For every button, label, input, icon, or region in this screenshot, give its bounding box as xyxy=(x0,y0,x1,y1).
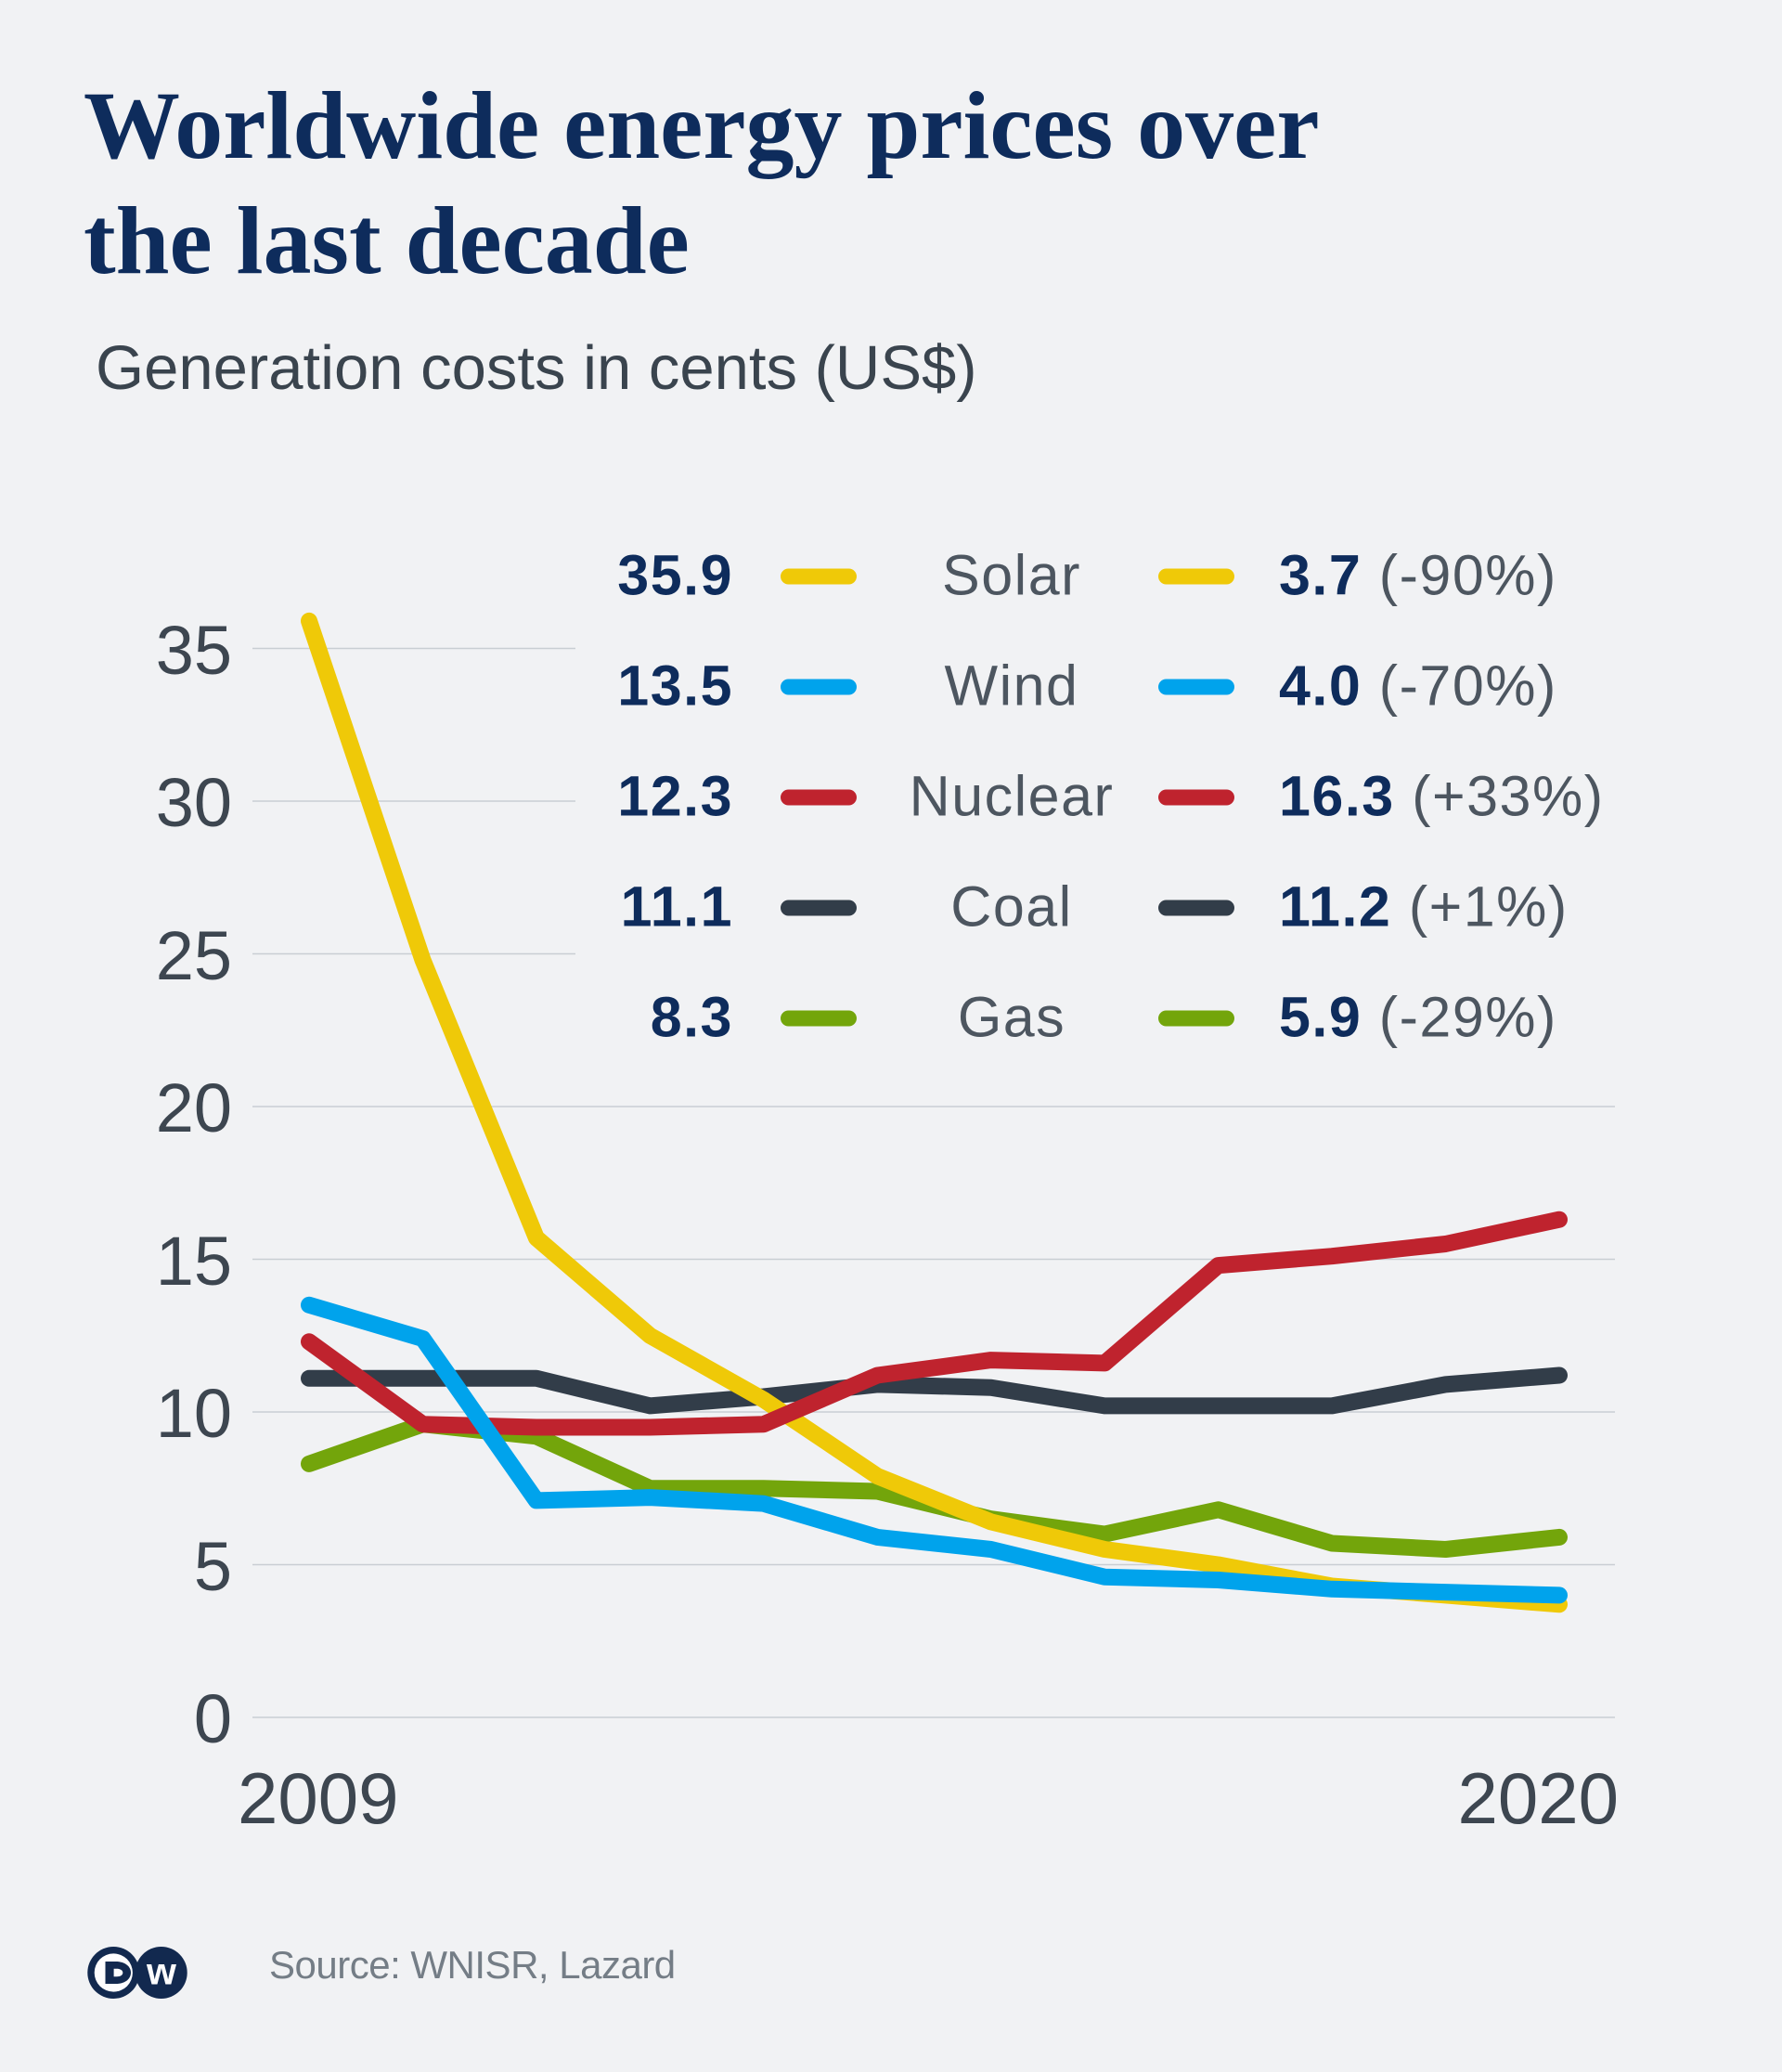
svg-text:w: w xyxy=(146,1950,176,1993)
